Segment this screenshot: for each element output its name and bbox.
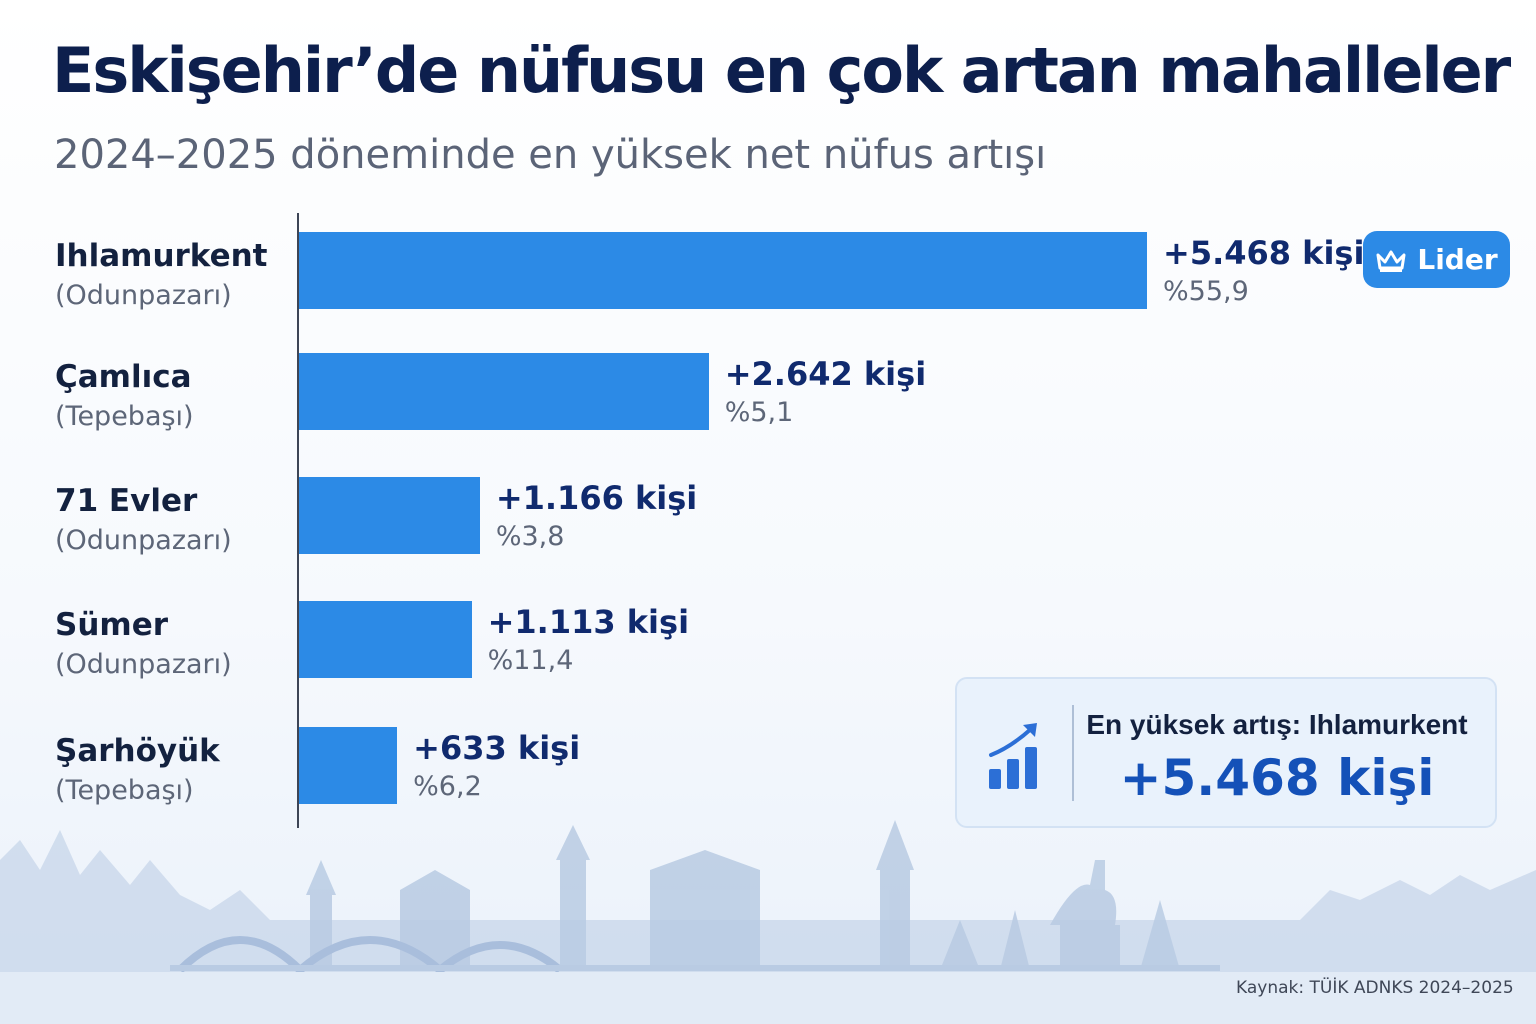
chart-title: Eskişehir’de nüfusu en çok artan mahalle…	[52, 34, 1511, 107]
bar-percent-label: %6,2	[413, 771, 482, 802]
bar-value-label: +2.642 kişi	[724, 355, 927, 393]
bar-value-label: +1.166 kişi	[495, 479, 698, 517]
bar	[299, 477, 480, 554]
category-label: Çamlıca	[55, 359, 192, 395]
bar	[299, 601, 472, 678]
bar-value-label: +5.468 kişi	[1163, 234, 1365, 272]
district-label: (Tepebaşı)	[55, 775, 194, 806]
leader-badge: Lider	[1363, 231, 1510, 288]
bar	[299, 232, 1147, 309]
bar-percent-label: %5,1	[724, 397, 794, 428]
district-label: (Odunpazarı)	[55, 280, 232, 311]
highlight-callout: En yüksek artış: Ihlamurkent +5.468 kişi	[955, 677, 1497, 828]
bar	[299, 353, 709, 430]
district-label: (Odunpazarı)	[55, 525, 232, 556]
district-label: (Tepebaşı)	[55, 401, 194, 432]
source-note: Kaynak: TÜİK ADNKS 2024–2025	[1236, 978, 1514, 998]
leader-badge-label: Lider	[1417, 243, 1498, 276]
district-label: (Odunpazarı)	[55, 649, 232, 680]
growth-chart-icon	[989, 723, 1037, 789]
category-label: Sümer	[55, 607, 169, 643]
y-axis-line	[297, 213, 299, 828]
callout-label: En yüksek artış: Ihlamurkent	[1086, 709, 1468, 740]
callout-divider	[1072, 705, 1074, 801]
chart-subtitle: 2024–2025 döneminde en yüksek net nüfus …	[54, 132, 1047, 178]
category-label: Şarhöyük	[55, 733, 220, 769]
crown-icon	[1376, 250, 1406, 272]
bar-percent-label: %11,4	[487, 645, 574, 676]
category-label: Ihlamurkent	[55, 238, 268, 274]
city-skyline-illustration	[0, 820, 1536, 1024]
bar-value-label: +1.113 kişi	[487, 603, 690, 641]
bar-percent-label: %55,9	[1163, 276, 1249, 307]
bar-value-label: +633 kişi	[413, 729, 581, 767]
bar-percent-label: %3,8	[495, 521, 565, 552]
bar	[299, 727, 398, 804]
callout-value: +5.468 kişi	[1119, 749, 1435, 807]
category-label: 71 Evler	[55, 483, 198, 519]
